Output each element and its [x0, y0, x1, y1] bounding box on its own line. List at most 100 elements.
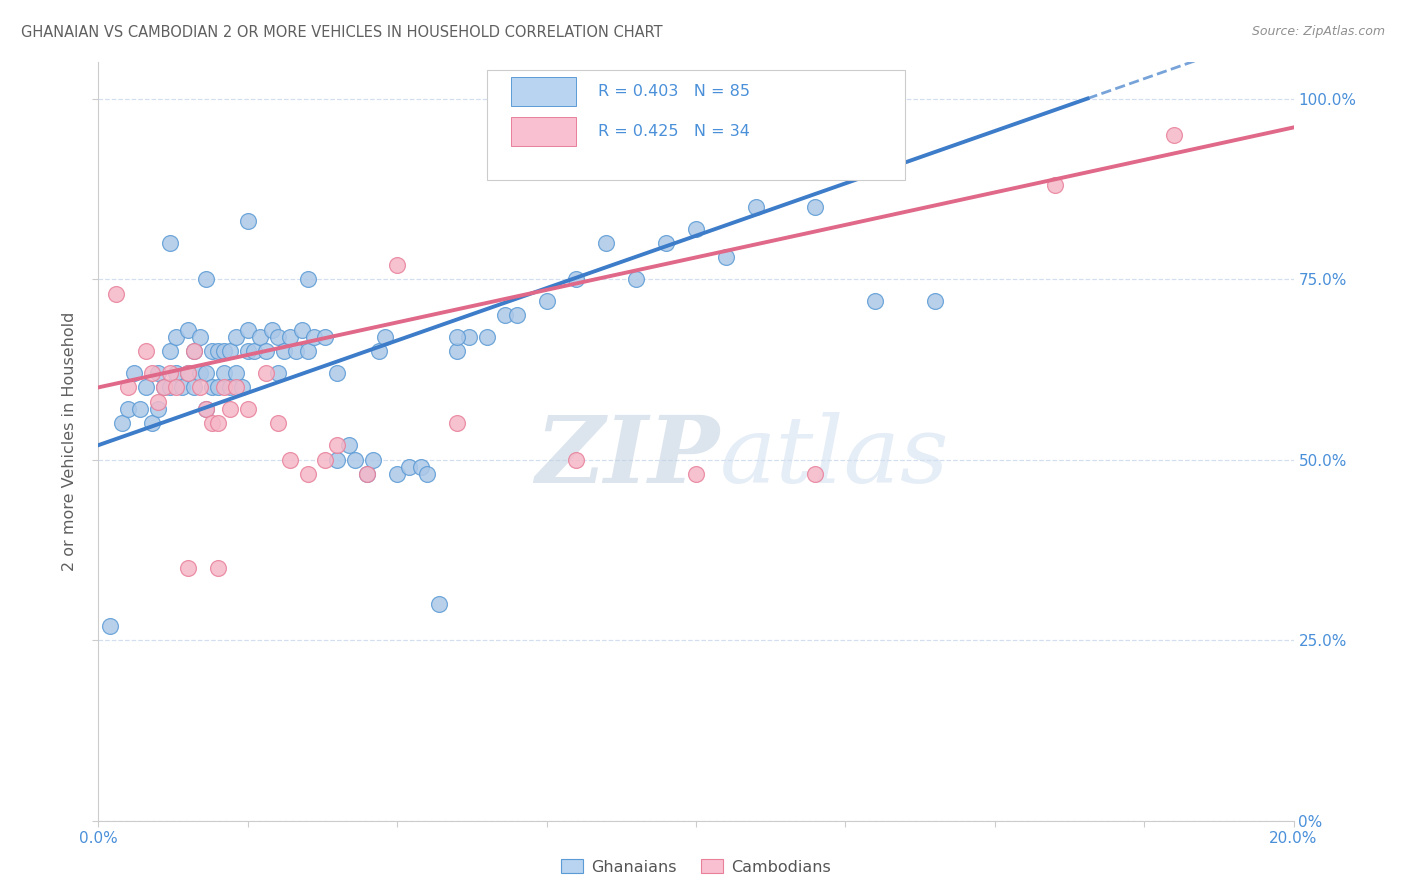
Point — [188, 380, 211, 394]
Point — [195, 272, 218, 286]
Point — [148, 402, 170, 417]
Text: atlas: atlas — [720, 412, 949, 501]
Point — [297, 272, 319, 286]
Point — [212, 380, 235, 394]
Point — [458, 330, 481, 344]
Point — [236, 344, 259, 359]
Point — [475, 330, 498, 344]
Point — [385, 467, 409, 481]
Point — [212, 344, 235, 359]
Point — [506, 308, 529, 322]
Point — [153, 380, 176, 394]
Point — [714, 251, 737, 265]
Point — [159, 344, 181, 359]
Point — [685, 221, 707, 235]
Point — [297, 467, 319, 481]
Text: R = 0.403   N = 85: R = 0.403 N = 85 — [598, 84, 749, 99]
Point — [236, 214, 259, 228]
Point — [267, 330, 290, 344]
Point — [141, 366, 163, 380]
Point — [655, 235, 678, 250]
Point — [195, 402, 218, 417]
Point — [201, 417, 224, 431]
Point — [865, 293, 887, 308]
Point — [411, 459, 433, 474]
Point — [363, 452, 385, 467]
Point — [243, 344, 266, 359]
Point — [278, 330, 301, 344]
Point — [98, 618, 122, 632]
Point — [565, 272, 588, 286]
Y-axis label: 2 or more Vehicles in Household: 2 or more Vehicles in Household — [62, 312, 77, 571]
Point — [315, 452, 337, 467]
Point — [1163, 128, 1185, 142]
Point — [427, 597, 450, 611]
Point — [207, 417, 229, 431]
Point — [446, 417, 468, 431]
Point — [1043, 178, 1066, 193]
Point — [804, 200, 827, 214]
Point — [385, 258, 409, 272]
Point — [207, 561, 229, 575]
Point — [219, 344, 242, 359]
Point — [165, 366, 187, 380]
FancyBboxPatch shape — [510, 117, 576, 145]
Point — [260, 323, 283, 337]
Point — [284, 344, 307, 359]
Point — [135, 344, 157, 359]
Point — [141, 417, 163, 431]
Point — [273, 344, 295, 359]
Point — [344, 452, 367, 467]
Point — [326, 366, 349, 380]
Point — [105, 286, 128, 301]
Point — [117, 380, 139, 394]
Point — [172, 380, 194, 394]
FancyBboxPatch shape — [510, 77, 576, 105]
Point — [291, 323, 314, 337]
Point — [446, 330, 468, 344]
Point — [111, 417, 134, 431]
Point — [254, 344, 277, 359]
Point — [267, 417, 290, 431]
Point — [356, 467, 378, 481]
Point — [135, 380, 157, 394]
Point — [195, 402, 218, 417]
Point — [225, 330, 247, 344]
Point — [129, 402, 152, 417]
Point — [159, 235, 181, 250]
Legend: Ghanaians, Cambodians: Ghanaians, Cambodians — [554, 853, 838, 881]
Point — [117, 402, 139, 417]
Point — [207, 344, 229, 359]
Point — [924, 293, 946, 308]
Point — [201, 380, 224, 394]
Point — [183, 380, 205, 394]
Point — [177, 561, 200, 575]
Point — [236, 402, 259, 417]
Point — [446, 344, 468, 359]
Point — [148, 366, 170, 380]
Point — [159, 366, 181, 380]
Point — [315, 330, 337, 344]
Point — [225, 380, 247, 394]
Point — [177, 323, 200, 337]
Point — [339, 438, 361, 452]
Point — [254, 366, 277, 380]
Point — [165, 330, 187, 344]
Point — [177, 366, 200, 380]
Point — [804, 467, 827, 481]
Point — [494, 308, 516, 322]
Point — [356, 467, 378, 481]
Point — [148, 394, 170, 409]
Point — [297, 344, 319, 359]
FancyBboxPatch shape — [486, 70, 905, 180]
Point — [368, 344, 391, 359]
Text: ZIP: ZIP — [536, 412, 720, 501]
Point — [775, 163, 797, 178]
Point — [249, 330, 271, 344]
Point — [326, 438, 349, 452]
Point — [278, 452, 301, 467]
Point — [207, 380, 229, 394]
Point — [183, 344, 205, 359]
Point — [188, 366, 211, 380]
Point — [626, 272, 648, 286]
